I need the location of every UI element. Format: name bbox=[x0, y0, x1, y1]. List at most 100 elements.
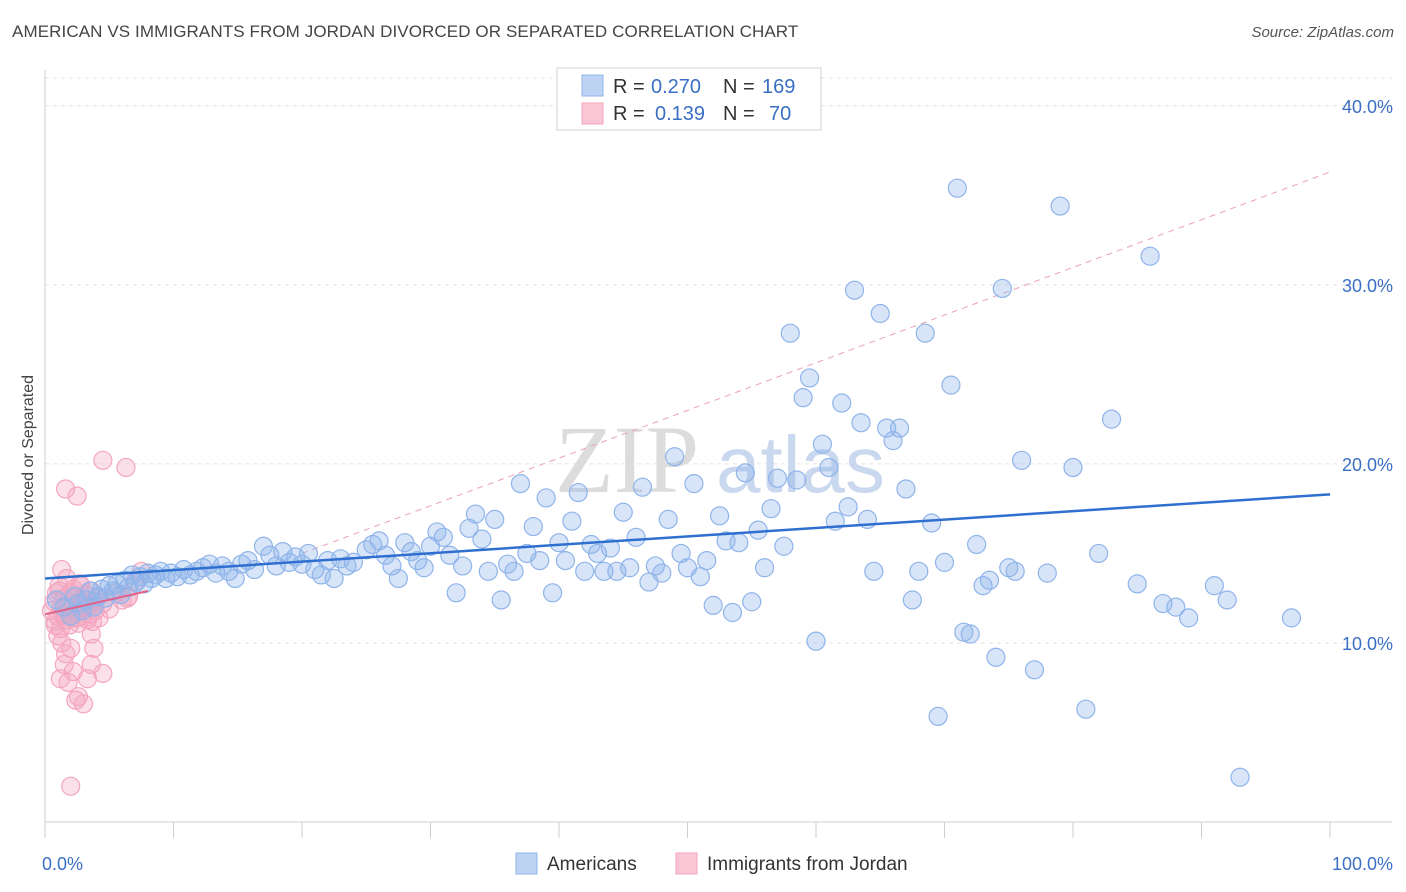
jordan-point bbox=[81, 624, 101, 644]
bottom-legend-swatch-jordan bbox=[675, 852, 698, 875]
americans-point bbox=[632, 477, 653, 497]
legend-n-value-2: 70 bbox=[769, 103, 791, 125]
americans-point bbox=[562, 511, 582, 531]
legend-n-label-2: N = bbox=[723, 103, 755, 125]
americans-point bbox=[542, 583, 563, 603]
y-axis-label: Divorced or Separated bbox=[20, 375, 37, 535]
americans-point bbox=[433, 527, 453, 547]
americans-point bbox=[613, 502, 633, 522]
americans-point bbox=[555, 550, 576, 571]
americans-point bbox=[1127, 574, 1147, 594]
americans-point bbox=[915, 323, 935, 343]
americans-point bbox=[472, 529, 492, 549]
americans-point bbox=[812, 434, 833, 454]
legend-n-value-1: 169 bbox=[762, 76, 795, 98]
americans-point bbox=[941, 375, 961, 395]
watermark: ZIP atlas bbox=[555, 406, 885, 513]
americans-point bbox=[369, 531, 389, 551]
points-americans bbox=[46, 178, 1302, 787]
americans-point bbox=[832, 393, 852, 413]
trend-line-americans bbox=[44, 493, 1331, 580]
legend-r-label-1: R = bbox=[613, 76, 645, 98]
americans-point bbox=[491, 590, 511, 610]
americans-point bbox=[575, 561, 595, 581]
reference-line bbox=[301, 171, 1331, 554]
y-tick-label-0: 10.0% bbox=[1342, 634, 1393, 654]
jordan-point bbox=[55, 479, 76, 499]
americans-point bbox=[967, 534, 987, 555]
americans-point bbox=[838, 497, 858, 517]
americans-point bbox=[414, 558, 434, 578]
legend-r-label-2: R = bbox=[613, 103, 645, 125]
americans-point bbox=[408, 550, 428, 571]
americans-point bbox=[710, 506, 730, 526]
americans-point bbox=[902, 590, 922, 610]
bottom-legend-americans: Americans bbox=[547, 854, 637, 875]
americans-point bbox=[324, 568, 344, 589]
americans-point bbox=[909, 561, 929, 581]
points-jordan bbox=[41, 450, 151, 796]
legend-r-value-2: 0.139 bbox=[655, 103, 705, 125]
americans-point bbox=[1153, 593, 1173, 614]
reference-dashed-line bbox=[301, 171, 1331, 554]
americans-point bbox=[973, 576, 993, 596]
americans-point bbox=[787, 470, 807, 490]
americans-point bbox=[46, 590, 67, 610]
jordan-point bbox=[67, 486, 87, 506]
americans-point bbox=[1204, 576, 1224, 596]
americans-point bbox=[620, 558, 640, 578]
legend-box: R = 0.270 N = 169 R = 0.139 N = 70 bbox=[556, 67, 822, 131]
jordan-point bbox=[45, 615, 65, 635]
y-tick-label-3: 40.0% bbox=[1342, 97, 1393, 117]
axes bbox=[44, 70, 1392, 838]
americans-point bbox=[793, 388, 813, 408]
americans-point bbox=[819, 457, 839, 478]
americans-point bbox=[671, 543, 691, 564]
americans-point bbox=[266, 556, 286, 576]
americans-point bbox=[607, 561, 627, 581]
americans-point bbox=[587, 543, 608, 564]
americans-point bbox=[292, 554, 312, 574]
americans-point bbox=[780, 323, 800, 343]
legend-r-value-1: 0.270 bbox=[651, 76, 701, 98]
americans-point bbox=[986, 647, 1006, 667]
americans-point bbox=[1166, 597, 1186, 617]
chart-source: Source: ZipAtlas.com bbox=[1251, 24, 1394, 41]
americans-point bbox=[883, 431, 903, 451]
americans-point bbox=[870, 303, 890, 324]
americans-point bbox=[992, 278, 1012, 299]
americans-point bbox=[767, 468, 788, 488]
americans-point bbox=[1050, 196, 1070, 216]
americans-point bbox=[729, 533, 749, 553]
americans-point bbox=[485, 509, 505, 530]
americans-point bbox=[844, 280, 865, 300]
americans-point bbox=[427, 522, 447, 542]
trend-lines bbox=[44, 493, 1331, 616]
americans-point bbox=[851, 413, 871, 433]
americans-point bbox=[388, 568, 408, 589]
americans-point bbox=[722, 602, 743, 623]
americans-point bbox=[1101, 409, 1122, 429]
americans-point bbox=[806, 631, 826, 651]
americans-point bbox=[1089, 543, 1109, 564]
americans-point bbox=[928, 706, 948, 726]
americans-point bbox=[658, 509, 678, 530]
jordan-point bbox=[84, 638, 104, 658]
americans-point bbox=[600, 538, 621, 558]
legend-n-label-1: N = bbox=[723, 76, 755, 98]
watermark-zip: ZIP bbox=[555, 406, 699, 513]
jordan-point bbox=[61, 638, 81, 658]
americans-point bbox=[954, 622, 974, 642]
americans-point bbox=[1076, 699, 1096, 719]
americans-point bbox=[947, 178, 967, 198]
americans-point bbox=[549, 533, 569, 553]
trend-line-jordan bbox=[44, 590, 149, 616]
americans-point bbox=[568, 482, 588, 503]
jordan-point bbox=[77, 669, 98, 689]
americans-point bbox=[626, 527, 646, 547]
americans-point bbox=[652, 563, 672, 583]
jordan-point bbox=[73, 694, 94, 714]
chart-title: AMERICAN VS IMMIGRANTS FROM JORDAN DIVOR… bbox=[12, 22, 799, 41]
jordan-point bbox=[52, 633, 72, 653]
